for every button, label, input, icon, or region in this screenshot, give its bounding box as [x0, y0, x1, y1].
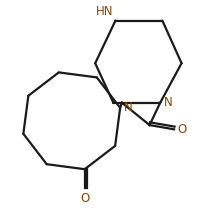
Text: O: O — [80, 192, 89, 205]
Text: O: O — [177, 123, 187, 136]
Text: N: N — [164, 96, 173, 109]
Text: N: N — [124, 101, 133, 114]
Text: HN: HN — [96, 6, 113, 18]
